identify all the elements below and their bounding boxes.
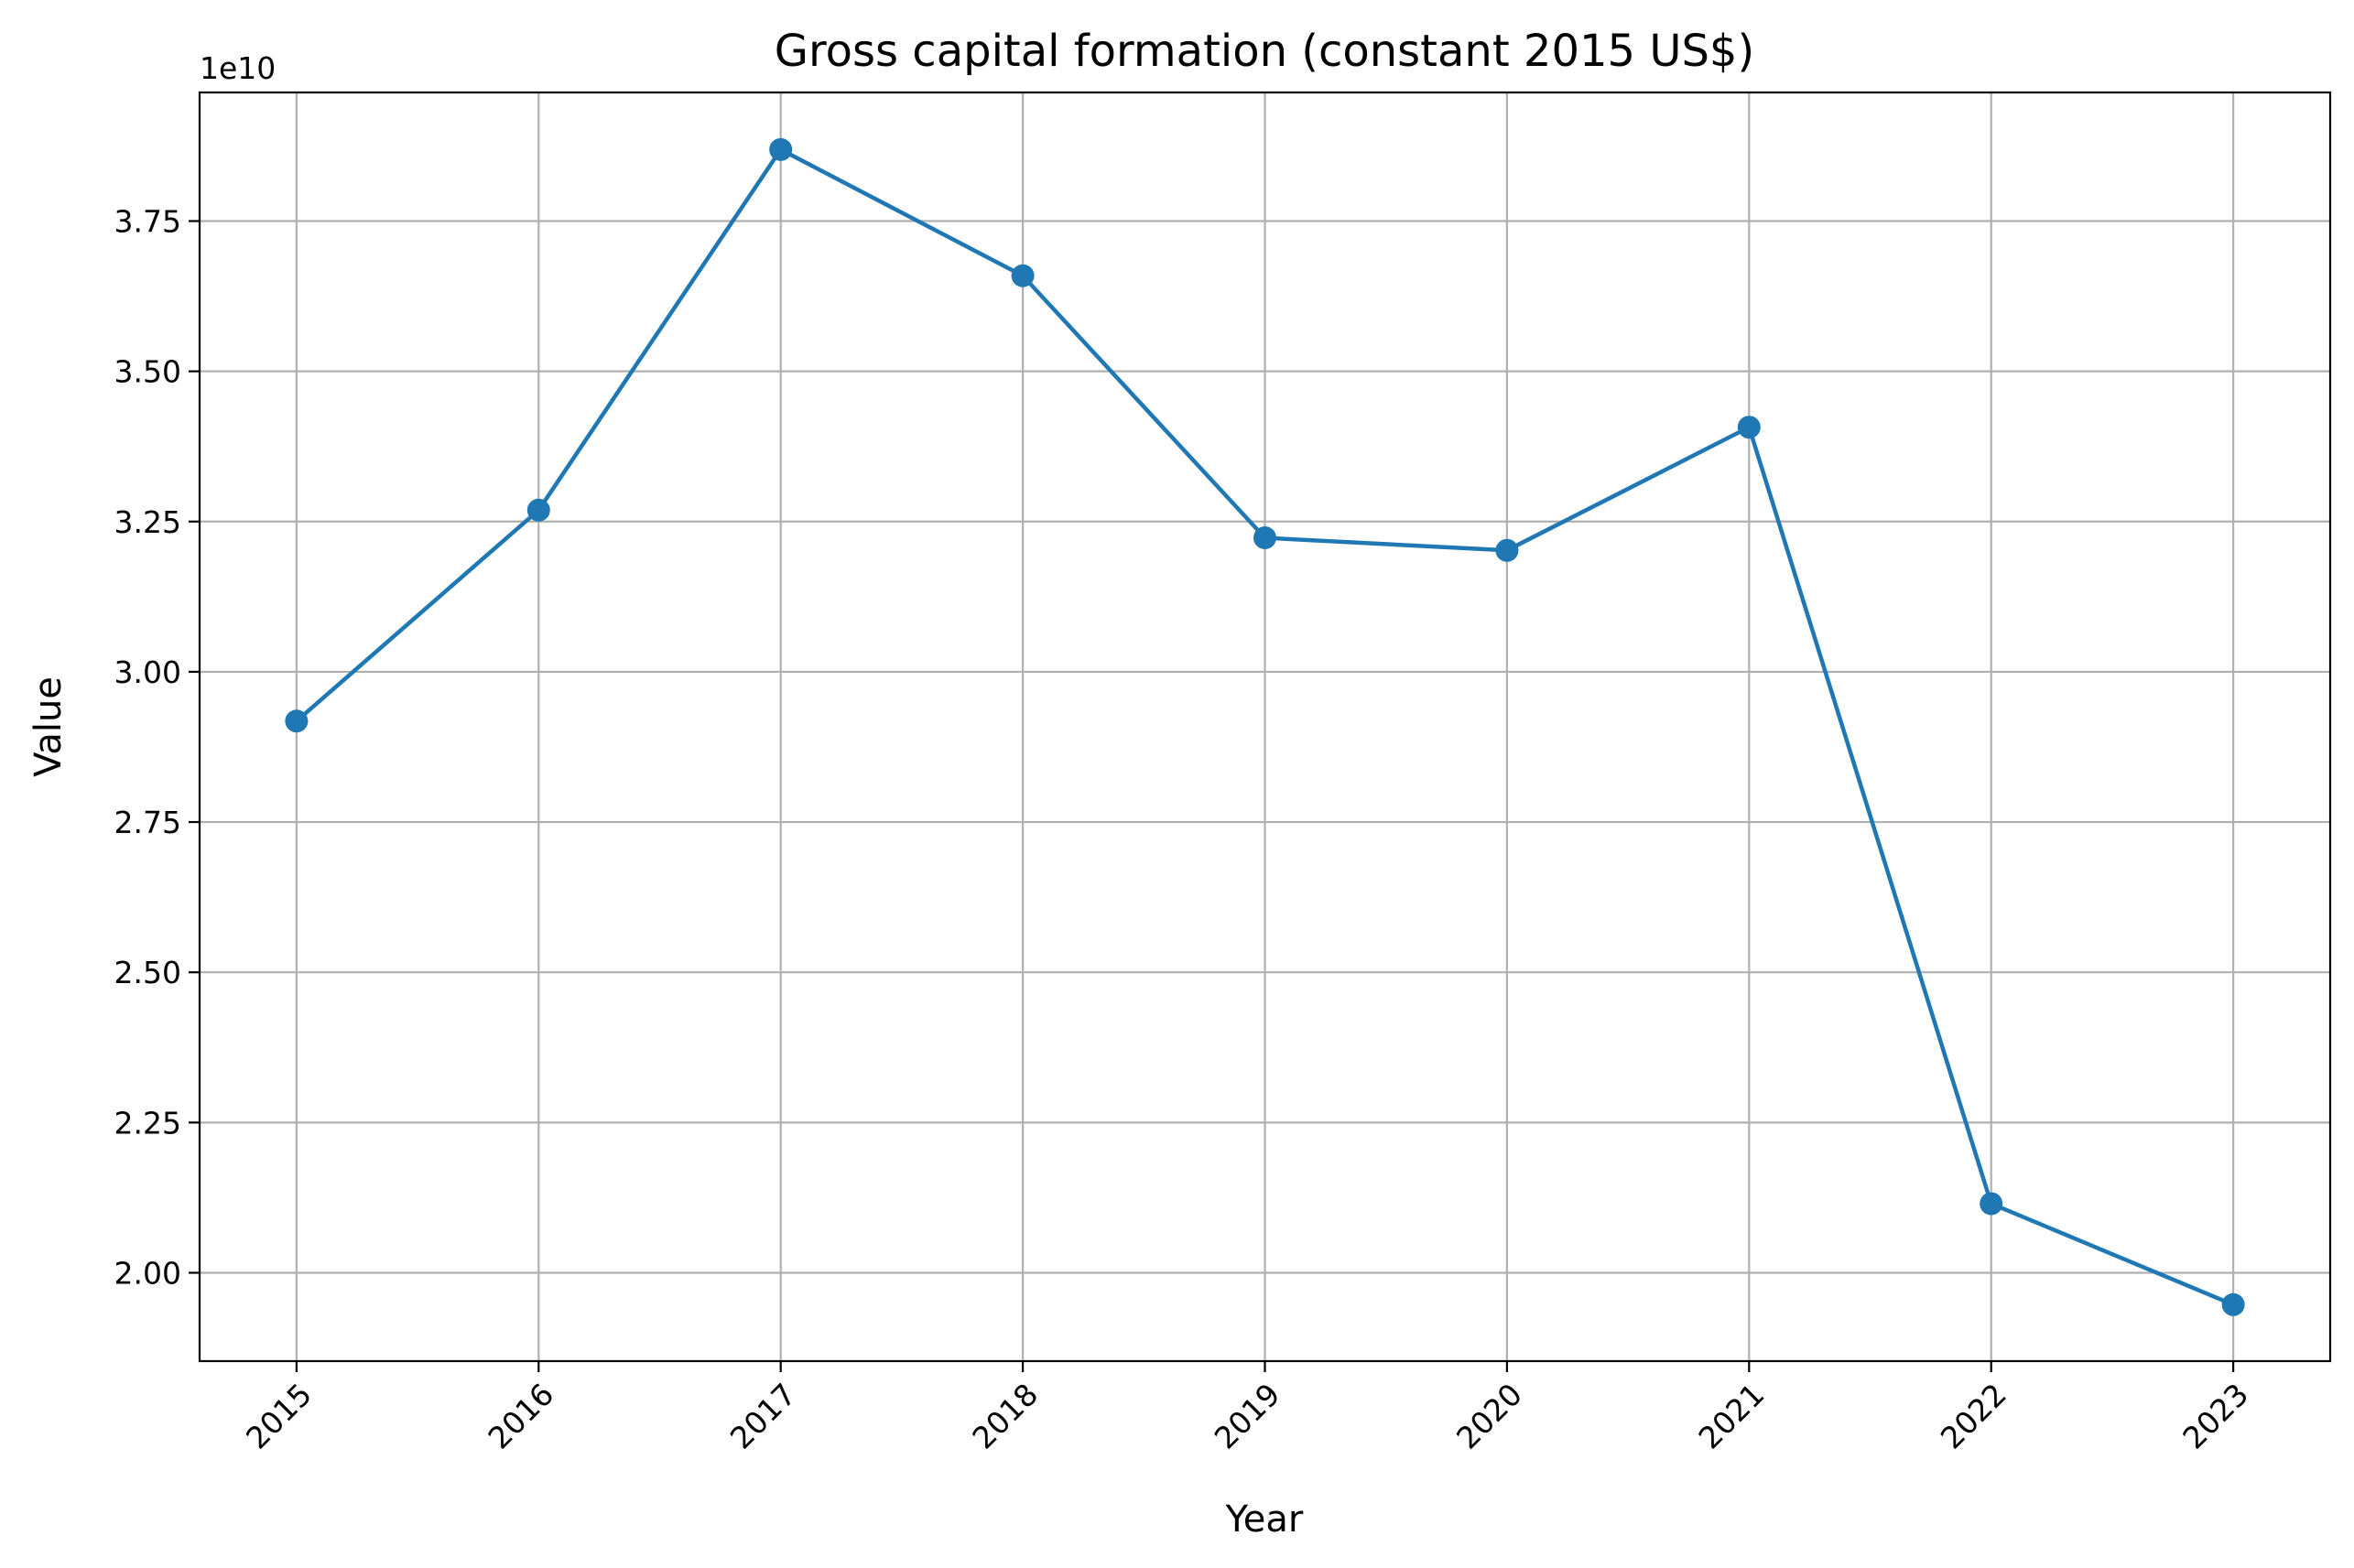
x-axis-title: Year: [1225, 1498, 1304, 1541]
data-point: [1011, 264, 1035, 287]
data-point: [285, 709, 309, 733]
y-tick-label: 2.75: [114, 805, 181, 840]
y-axis-title: Value: [27, 676, 70, 777]
y-tick-label: 2.50: [114, 955, 181, 990]
data-series: [285, 137, 2245, 1316]
y-tick-label: 3.75: [114, 204, 181, 240]
data-point: [769, 137, 793, 161]
chart-title: Gross capital formation (constant 2015 U…: [775, 26, 1754, 77]
data-point: [1495, 538, 1519, 562]
data-point: [526, 498, 550, 522]
y-tick-label: 3.00: [114, 654, 181, 690]
y-tick-label: 2.25: [114, 1105, 181, 1141]
data-point: [1737, 416, 1761, 439]
y-offset-label: 1e10: [200, 50, 276, 86]
y-tick-label: 3.25: [114, 504, 181, 540]
data-point: [1253, 526, 1276, 550]
data-point: [2221, 1292, 2245, 1316]
y-tick-label: 2.00: [114, 1255, 181, 1291]
data-point: [1980, 1192, 2003, 1216]
y-tick-label: 3.50: [114, 354, 181, 390]
grid-lines: [200, 92, 2330, 1361]
